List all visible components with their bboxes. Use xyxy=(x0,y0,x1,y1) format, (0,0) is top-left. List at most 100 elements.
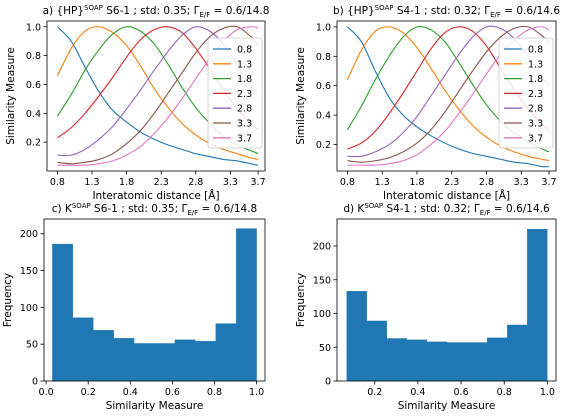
x-tick-label: 0.6 xyxy=(165,387,180,398)
x-tick-label: 1.0 xyxy=(249,387,264,398)
legend-entry: 1.8 xyxy=(237,74,252,85)
y-tick-label: 0.8 xyxy=(26,51,41,62)
series-line-3.3 xyxy=(347,25,550,163)
y-tick-label: 0.4 xyxy=(26,109,41,120)
series-line-3.3 xyxy=(57,25,259,165)
y-tick-label: 150 xyxy=(20,266,38,277)
x-tick-label: 2.3 xyxy=(154,177,169,188)
y-axis-label: Frequency xyxy=(295,273,307,327)
x-tick-label: 1.3 xyxy=(375,177,390,188)
histogram-bar xyxy=(72,317,94,382)
histogram-bar xyxy=(113,338,135,382)
x-tick-label: 2.8 xyxy=(188,177,203,188)
series-line-1.3 xyxy=(56,26,259,160)
x-tick-label: 0.8 xyxy=(497,387,512,398)
legend-box xyxy=(498,37,554,149)
histogram-bar xyxy=(386,338,408,382)
x-tick-label: 0.6 xyxy=(454,387,469,398)
legend-entry: 0.8 xyxy=(237,45,252,56)
x-axis-label: Interatomic distance [Å] xyxy=(383,189,510,202)
histogram-bar xyxy=(527,228,548,382)
histogram-bar xyxy=(93,330,114,382)
chart-title: c) KSOAP S6-1 ; std: 0.35; ΓE/F = 0.6/14… xyxy=(52,202,257,217)
y-tick-label: 100 xyxy=(313,309,331,320)
y-tick-label: 0 xyxy=(32,377,38,388)
plot-frame xyxy=(43,218,266,382)
chart-title: d) KSOAP S4-1 ; std: 0.32; ΓE/F = 0.6/14… xyxy=(343,202,550,217)
histogram-bar xyxy=(346,291,367,382)
x-tick-label: 1.0 xyxy=(540,387,555,398)
y-tick-label: 0 xyxy=(325,377,331,388)
series-line-1.3 xyxy=(346,26,550,162)
y-tick-label: 0.6 xyxy=(26,80,41,91)
legend-entry: 3.3 xyxy=(528,119,543,130)
histogram-bar xyxy=(366,320,387,382)
histogram-bar xyxy=(446,342,468,382)
histogram-bar xyxy=(154,343,176,382)
y-tick-label: 50 xyxy=(319,343,331,354)
x-tick-label: 1.8 xyxy=(119,177,134,188)
series-line-3.7 xyxy=(347,26,550,166)
x-tick-label: 3.3 xyxy=(223,177,238,188)
x-tick-label: 0.2 xyxy=(81,387,96,398)
histogram-bar xyxy=(174,339,196,382)
x-tick-label: 0.0 xyxy=(39,387,54,398)
x-tick-label: 1.8 xyxy=(409,177,424,188)
y-axis-label: Similarity Measure xyxy=(5,47,17,145)
legend-entry: 2.8 xyxy=(528,104,543,115)
bars xyxy=(52,228,257,382)
histogram-bar xyxy=(406,339,428,382)
chart-title: b) {HP}SOAP S4-1 ; std: 0.32; ΓE/F = 0.6… xyxy=(333,4,560,19)
x-tick-label: 2.3 xyxy=(444,177,459,188)
bars xyxy=(346,228,548,382)
x-tick-label: 0.8 xyxy=(50,177,65,188)
y-tick-label: 0.6 xyxy=(316,81,331,92)
histogram-bar xyxy=(133,343,155,382)
histogram-bar xyxy=(52,243,73,382)
legend-entry: 3.3 xyxy=(237,119,252,130)
y-tick-label: 100 xyxy=(20,303,38,314)
histogram-bar xyxy=(195,341,216,382)
x-tick-label: 0.8 xyxy=(340,177,355,188)
y-tick-label: 200 xyxy=(313,242,331,253)
y-tick-label: 1.0 xyxy=(316,22,331,33)
y-tick-label: 0.4 xyxy=(316,111,331,122)
y-tick-label: 0.2 xyxy=(316,140,331,151)
plot-frame xyxy=(336,20,557,172)
histogram-bar xyxy=(466,342,488,382)
series-line-0.8 xyxy=(347,26,550,168)
chart-panel-d: d) KSOAP S4-1 ; std: 0.32; ΓE/F = 0.6/14… xyxy=(295,202,557,412)
plot-frame xyxy=(46,20,266,172)
chart-panel-c: c) KSOAP S6-1 ; std: 0.35; ΓE/F = 0.6/14… xyxy=(2,202,266,412)
legend-entry: 2.3 xyxy=(528,89,543,100)
chart-panel-a: a) {HP}SOAP S6-1 ; std: 0.35; ΓE/F = 0.6… xyxy=(5,4,269,202)
histogram-bar xyxy=(426,341,448,382)
x-tick-label: 0.8 xyxy=(207,387,222,398)
legend-box xyxy=(207,37,263,149)
y-tick-label: 200 xyxy=(20,229,38,240)
y-tick-label: 0.8 xyxy=(316,52,331,63)
legend-entry: 1.8 xyxy=(528,74,543,85)
legend: 0.8 1.3 1.8 2.3 2.8 3.3 3.7 xyxy=(498,37,554,149)
legend-entry: 1.3 xyxy=(528,59,543,70)
series-line-0.8 xyxy=(56,26,259,166)
legend-entry: 1.3 xyxy=(237,59,252,70)
y-tick-label: 0.2 xyxy=(26,138,41,149)
plot-frame xyxy=(336,218,557,382)
legend: 0.8 1.3 1.8 2.3 2.8 3.3 3.7 xyxy=(207,37,263,149)
y-axis-label: Similarity Measure xyxy=(295,47,307,145)
chart-panel-b: b) {HP}SOAP S4-1 ; std: 0.32; ΓE/F = 0.6… xyxy=(295,4,560,202)
histogram-bar xyxy=(507,324,528,382)
x-tick-label: 3.3 xyxy=(514,177,529,188)
x-tick-label: 3.7 xyxy=(541,177,556,188)
y-tick-label: 1.0 xyxy=(26,22,41,33)
x-axis-label: Similarity Measure xyxy=(106,400,204,412)
chart-title: a) {HP}SOAP S6-1 ; std: 0.35; ΓE/F = 0.6… xyxy=(43,4,270,19)
x-tick-label: 0.4 xyxy=(410,387,425,398)
histogram-bar xyxy=(487,337,508,382)
series-line-3.7 xyxy=(57,26,259,166)
x-axis-label: Similarity Measure xyxy=(398,400,496,412)
y-tick-label: 50 xyxy=(26,340,38,351)
x-tick-label: 0.2 xyxy=(367,387,382,398)
